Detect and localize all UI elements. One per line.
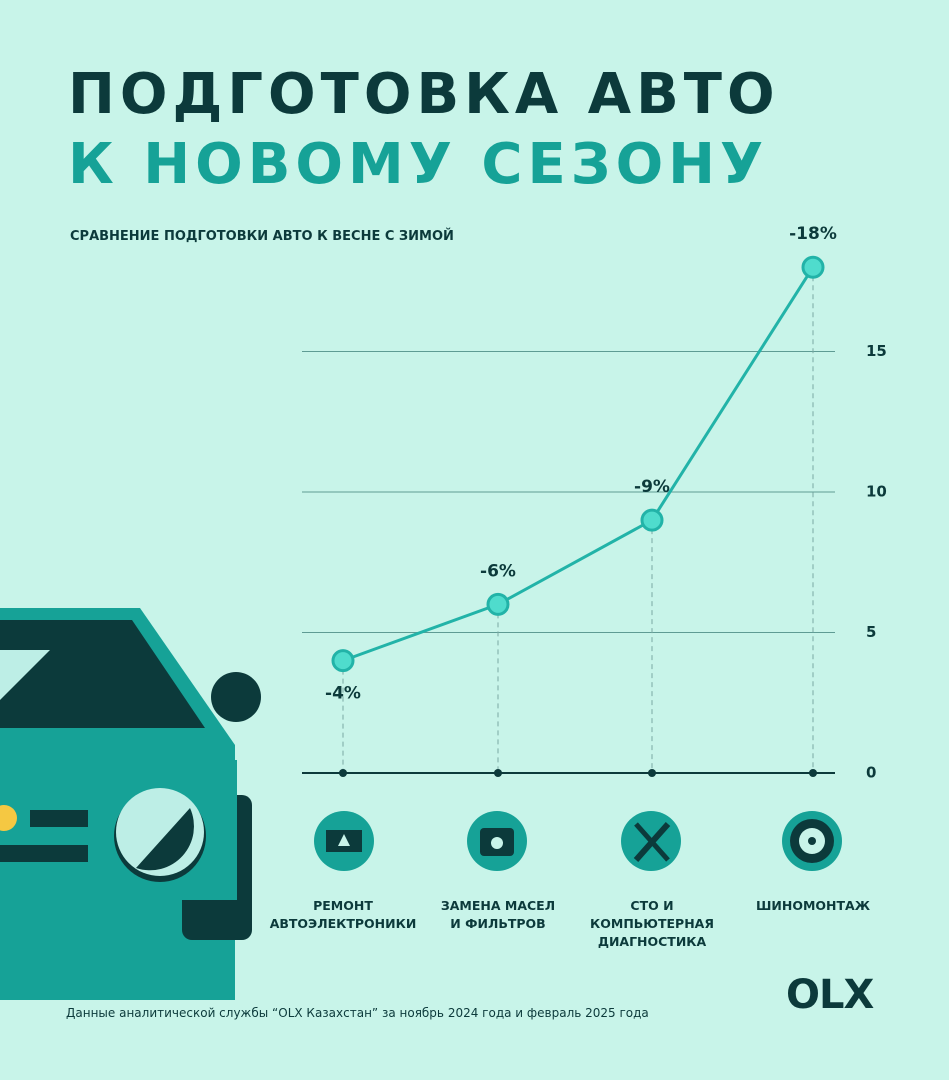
title-line: ПОДГОТОВКА АВТО <box>68 62 780 127</box>
footnote: Данные аналитической службы “OLX Казахст… <box>66 1006 649 1020</box>
title-line: К НОВОМУ СЕЗОНУ <box>68 132 769 197</box>
category-label: РЕМОНТ АВТОЭЛЕКТРОНИКИ <box>269 898 417 931</box>
axis-dot <box>339 769 347 777</box>
point <box>640 508 664 532</box>
category-label: СТО И КОМПЬЮТЕРНАЯ ДИАГНОСТИКА <box>590 898 714 949</box>
car-illustration <box>0 608 261 1000</box>
point <box>331 649 355 673</box>
value-label: -9% <box>634 477 670 497</box>
line <box>342 266 815 663</box>
point <box>801 255 825 279</box>
category-label: ШИНОМОНТАЖ <box>755 898 871 913</box>
value-label: -4% <box>325 684 361 704</box>
axis-dot <box>648 769 656 777</box>
y-tick-label: 0 <box>866 764 876 782</box>
y-tick-label: 10 <box>866 483 887 501</box>
subtitle: СРАВНЕНИЕ ПОДГОТОВКИ АВТО К ВЕСНЕ С ЗИМО… <box>70 229 454 244</box>
y-tick-label: 15 <box>866 342 887 360</box>
category-label: ЗАМЕНА МАСЕЛ И ФИЛЬТРОВ <box>440 898 556 931</box>
point <box>486 592 510 616</box>
value-label: -18% <box>789 224 837 244</box>
category-icons <box>314 811 842 871</box>
axis-dot <box>809 769 817 777</box>
y-tick-label: 5 <box>866 623 876 641</box>
logo: OLX <box>786 972 874 1018</box>
axis-dot <box>494 769 502 777</box>
value-label: -6% <box>480 561 516 581</box>
